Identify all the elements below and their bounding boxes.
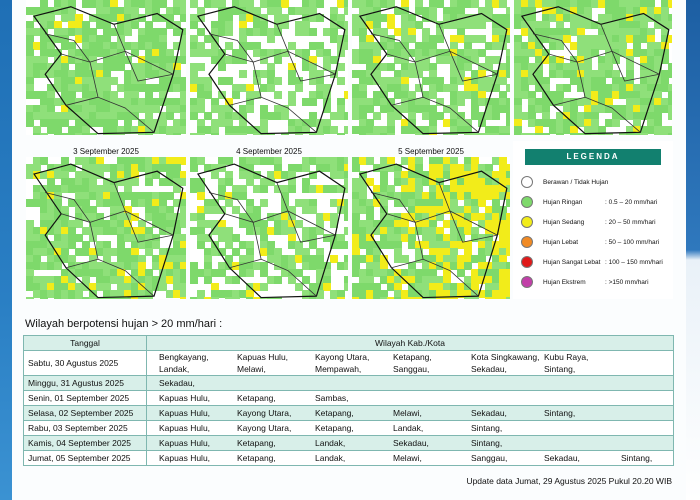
region-name: Kapuas Hulu, xyxy=(237,352,289,362)
rain-forecast-map xyxy=(514,0,672,135)
legend-panel: LEGENDA Berawan / Tidak Hujan Hujan Ringa… xyxy=(513,141,673,299)
update-timestamp: Update data Jumat, 29 Agustus 2025 Pukul… xyxy=(466,476,672,486)
region-name: Sekadau, xyxy=(159,378,195,388)
row-date: Rabu, 03 September 2025 xyxy=(23,420,147,436)
region-name: Kapuas Hulu, xyxy=(159,408,211,418)
region-name: Kapuas Hulu, xyxy=(159,393,211,403)
region-name: Sanggau, xyxy=(471,453,508,463)
legend-title: LEGENDA xyxy=(525,149,661,165)
legend-swatch xyxy=(521,236,533,248)
region-name: Sekadau, xyxy=(471,364,507,374)
rain-forecast-map xyxy=(190,157,348,299)
section-title: Wilayah berpotensi hujan > 20 mm/hari : xyxy=(25,318,223,330)
legend-swatch xyxy=(521,276,533,288)
region-name: Landak, xyxy=(159,364,190,374)
legend-swatch xyxy=(521,176,533,188)
region-name: Kayong Utara, xyxy=(315,352,370,362)
row-date: Sabtu, 30 Agustus 2025 xyxy=(23,350,147,376)
rain-forecast-map xyxy=(190,0,348,135)
table-row: Kamis, 04 September 2025 Kapuas Hulu, Keta… xyxy=(23,435,674,451)
region-name: Landak, xyxy=(315,453,346,463)
region-name: Sekadau, xyxy=(544,453,580,463)
row-date: Senin, 01 September 2025 xyxy=(23,390,147,406)
table-row: Jumat, 05 September 2025 Kapuas Hulu, Keta… xyxy=(23,450,674,466)
region-name: Sintang, xyxy=(544,364,576,374)
table-row: Minggu, 31 Agustus 2025 Sekadau, xyxy=(23,375,674,391)
rain-forecast-map xyxy=(352,0,510,135)
table-row: Senin, 01 September 2025 Kapuas Hulu, Keta… xyxy=(23,390,674,406)
region-name: Kota Singkawang, xyxy=(471,352,540,362)
region-name: Kubu Raya, xyxy=(544,352,589,362)
row-date: Selasa, 02 September 2025 xyxy=(23,405,147,421)
map-date-label: 5 September 2025 xyxy=(398,147,464,156)
region-name: Ketapang, xyxy=(237,393,276,403)
region-name: Kapuas Hulu, xyxy=(159,423,211,433)
region-name: Sekadau, xyxy=(393,438,429,448)
region-name: Sekadau, xyxy=(471,408,507,418)
table-header-region: Wilayah Kab./Kota xyxy=(146,335,674,351)
region-name: Ketapang, xyxy=(315,423,354,433)
map-date-label: 4 September 2025 xyxy=(236,147,302,156)
region-name: Sintang, xyxy=(471,438,503,448)
table-row: Sabtu, 30 Agustus 2025 Bengkayang, Kapuas … xyxy=(23,350,674,376)
region-name: Ketapang, xyxy=(237,453,276,463)
legend-range: : 100 – 150 mm/hari xyxy=(605,259,663,266)
region-name: Sintang, xyxy=(471,423,503,433)
region-name: Ketapang, xyxy=(315,408,354,418)
legend-swatch xyxy=(521,216,533,228)
region-name: Landak, xyxy=(393,423,424,433)
region-name: Sambas, xyxy=(315,393,349,403)
region-name: Ketapang, xyxy=(393,352,432,362)
region-name: Landak, xyxy=(315,438,346,448)
row-regions: Kapuas Hulu, Ketapang, Landak, Melawi, Sangg… xyxy=(146,450,674,466)
legend-label: Hujan Ekstrem xyxy=(543,279,586,286)
legend-swatch xyxy=(521,196,533,208)
row-regions: Bengkayang, Kapuas Hulu, Kayong Utara, Keta… xyxy=(146,350,674,376)
row-regions: Kapuas Hulu, Ketapang, Sambas, xyxy=(146,390,674,406)
region-name: Melawi, xyxy=(393,408,422,418)
region-name: Melawi, xyxy=(237,364,266,374)
row-regions: Kapuas Hulu, Ketapang, Landak, Sekadau, Sint… xyxy=(146,435,674,451)
region-name: Kapuas Hulu, xyxy=(159,453,211,463)
legend-label: Berawan / Tidak Hujan xyxy=(543,179,609,186)
region-name: Kapuas Hulu, xyxy=(159,438,211,448)
region-name: Melawi, xyxy=(393,453,422,463)
rain-forecast-map xyxy=(26,0,186,135)
row-regions: Kapuas Hulu, Kayong Utara, Ketapang, Melawi… xyxy=(146,405,674,421)
legend-range: : 20 – 50 mm/hari xyxy=(605,219,656,226)
legend-range: : >150 mm/hari xyxy=(605,279,649,286)
row-regions: Sekadau, xyxy=(146,375,674,391)
region-name: Sintang, xyxy=(544,408,576,418)
rain-potential-table: Tanggal Wilayah Kab./Kota Sabtu, 30 Agus… xyxy=(23,335,674,466)
row-date: Minggu, 31 Agustus 2025 xyxy=(23,375,147,391)
row-date: Kamis, 04 September 2025 xyxy=(23,435,147,451)
region-name: Ketapang, xyxy=(237,438,276,448)
legend-label: Hujan Sangat Lebat xyxy=(543,259,601,266)
rain-forecast-map xyxy=(26,157,186,299)
table-row: Rabu, 03 September 2025 Kapuas Hulu, Kayon… xyxy=(23,420,674,436)
legend-swatch xyxy=(521,256,533,268)
legend-label: Hujan Lebat xyxy=(543,239,579,246)
region-name: Sintang, xyxy=(621,453,653,463)
legend-range: : 0.5 – 20 mm/hari xyxy=(605,199,658,206)
region-name: Sanggau, xyxy=(393,364,430,374)
rain-forecast-map xyxy=(352,157,510,299)
row-regions: Kapuas Hulu, Kayong Utara, Ketapang, Landak… xyxy=(146,420,674,436)
table-header-date: Tanggal xyxy=(23,335,147,351)
legend-label: Hujan Ringan xyxy=(543,199,583,206)
region-name: Kayong Utara, xyxy=(237,423,292,433)
legend-label: Hujan Sedang xyxy=(543,219,585,226)
region-name: Mempawah, xyxy=(315,364,362,374)
region-name: Kayong Utara, xyxy=(237,408,292,418)
table-row: Selasa, 02 September 2025 Kapuas Hulu, Kay… xyxy=(23,405,674,421)
row-date: Jumat, 05 September 2025 xyxy=(23,450,147,466)
legend-range: : 50 – 100 mm/hari xyxy=(605,239,660,246)
map-date-label: 3 September 2025 xyxy=(73,147,139,156)
region-name: Bengkayang, xyxy=(159,352,209,362)
